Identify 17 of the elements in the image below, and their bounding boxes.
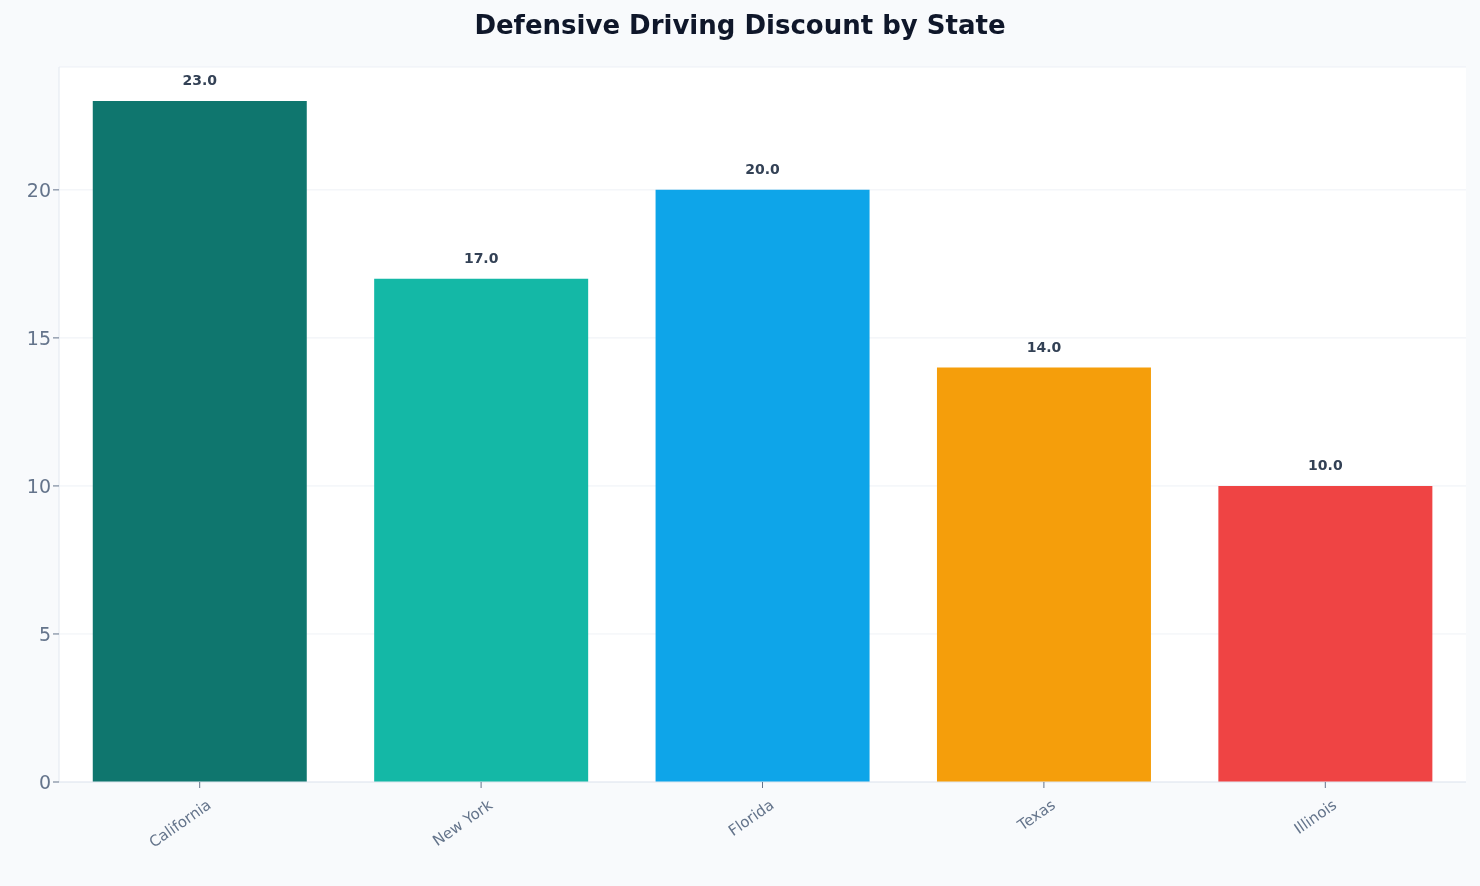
y-tick-label: 20 (26, 178, 51, 201)
data-label: 17.0 (463, 249, 499, 266)
y-tick-label: 5 (38, 622, 51, 645)
bar (374, 278, 589, 782)
data-label: 23.0 (182, 72, 218, 89)
bar (936, 367, 1151, 782)
y-tick-label: 15 (26, 326, 51, 349)
y-tick-label: 0 (38, 770, 51, 793)
chart-title: Defensive Driving Discount by State (473, 10, 1007, 40)
bar (1218, 485, 1433, 782)
x-tick-label: New York (429, 795, 497, 850)
bar (655, 189, 870, 782)
y-tick-label: 10 (26, 474, 51, 497)
data-label: 20.0 (745, 160, 781, 177)
data-label: 14.0 (1026, 338, 1062, 355)
data-label: 10.0 (1308, 456, 1343, 473)
bar (92, 101, 307, 782)
